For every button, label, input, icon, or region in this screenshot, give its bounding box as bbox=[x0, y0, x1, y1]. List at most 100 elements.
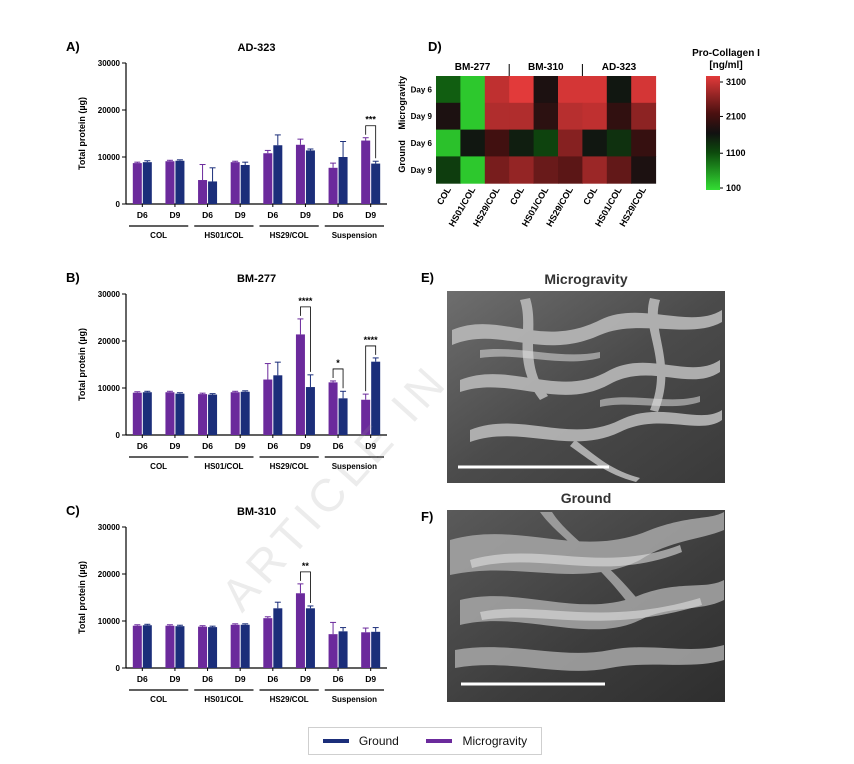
group-label: HS01/COL bbox=[204, 695, 243, 704]
bar-microgravity bbox=[230, 624, 240, 668]
bar-chart-bm-310: C) BM-310 0 10000 20000 30000 Total protein (µ… bbox=[66, 503, 387, 704]
heatmap-cell bbox=[436, 129, 461, 157]
bar-microgravity bbox=[295, 144, 305, 204]
bar-ground bbox=[305, 387, 315, 435]
y-tick-label: 20000 bbox=[98, 337, 121, 346]
panel-label-e: E) bbox=[421, 270, 434, 285]
heatmap-cell bbox=[484, 156, 510, 184]
significance-bracket bbox=[365, 345, 377, 392]
row-label: Day 6 bbox=[411, 139, 433, 148]
y-axis-label: Total protein (µg) bbox=[77, 561, 87, 634]
x-tick-label: D6 bbox=[137, 674, 148, 684]
panel-label-f: F) bbox=[421, 509, 433, 524]
y-tick-label: 20000 bbox=[98, 106, 121, 115]
x-tick-label: D6 bbox=[267, 210, 278, 220]
colorbar-tick-label: 100 bbox=[726, 183, 741, 193]
heatmap-cell bbox=[558, 129, 583, 157]
image-title-microgravity: Microgravity bbox=[544, 271, 627, 287]
bar-microgravity bbox=[165, 392, 175, 435]
heatmap-cell bbox=[631, 156, 657, 184]
group-label: COL bbox=[150, 462, 167, 471]
heatmap-cell bbox=[606, 102, 632, 131]
bar-ground bbox=[273, 375, 283, 435]
x-tick-label: D9 bbox=[235, 210, 246, 220]
y-axis-label: Total protein (µg) bbox=[77, 97, 87, 170]
bar-ground bbox=[305, 150, 315, 204]
colorbar-tick-label: 3100 bbox=[726, 77, 746, 87]
significance-label: * bbox=[336, 358, 340, 368]
significance-label: **** bbox=[364, 335, 379, 345]
bar-microgravity bbox=[198, 180, 208, 204]
heatmap-cell bbox=[533, 129, 559, 157]
y-tick-label: 30000 bbox=[98, 523, 121, 532]
x-tick-label: D6 bbox=[137, 441, 148, 451]
x-tick-label: D6 bbox=[333, 210, 344, 220]
heatmap-cell bbox=[436, 102, 461, 131]
bar-ground bbox=[371, 163, 381, 204]
heatmap-cell bbox=[631, 76, 657, 104]
bar-ground bbox=[175, 160, 185, 204]
panel-label-d: D) bbox=[428, 39, 442, 54]
heatmap-cell bbox=[484, 129, 510, 157]
bar-ground bbox=[305, 608, 315, 668]
x-tick-label: D6 bbox=[333, 674, 344, 684]
x-tick-label: D9 bbox=[300, 210, 311, 220]
heatmap-cell bbox=[558, 156, 583, 184]
row-group-label: Microgravity bbox=[397, 76, 407, 130]
bar-ground bbox=[273, 145, 283, 204]
x-tick-label: D6 bbox=[202, 441, 213, 451]
y-tick-label: 0 bbox=[116, 200, 121, 209]
bar-microgravity bbox=[263, 618, 273, 668]
heatmap-cell bbox=[606, 129, 632, 157]
x-tick-label: D9 bbox=[300, 674, 311, 684]
significance-bracket bbox=[332, 368, 344, 389]
heatmap-cell bbox=[631, 129, 657, 157]
bar-ground bbox=[338, 398, 348, 435]
bar-ground bbox=[142, 162, 152, 204]
panel-label: A) bbox=[66, 39, 80, 54]
heatmap-cell bbox=[582, 76, 608, 104]
legend-item-ground: Ground bbox=[322, 734, 399, 748]
heatmap-cell bbox=[606, 76, 632, 104]
x-tick-label: D9 bbox=[365, 441, 376, 451]
x-tick-label: D9 bbox=[235, 674, 246, 684]
x-tick-label: D6 bbox=[202, 210, 213, 220]
bar-microgravity bbox=[230, 162, 240, 204]
group-label: Suspension bbox=[332, 462, 377, 471]
row-group-label: Ground bbox=[397, 140, 407, 173]
bar-microgravity bbox=[328, 167, 338, 204]
x-tick-label: D9 bbox=[365, 210, 376, 220]
heatmap-cell bbox=[509, 129, 535, 157]
legend-label-microgravity: Microgravity bbox=[462, 734, 528, 748]
column-label: COL bbox=[435, 185, 453, 207]
y-tick-label: 20000 bbox=[98, 570, 121, 579]
significance-label: ** bbox=[302, 561, 310, 571]
colorbar-unit: [ng/ml] bbox=[709, 60, 742, 71]
panel-label: B) bbox=[66, 270, 80, 285]
bar-ground bbox=[338, 157, 348, 204]
y-tick-label: 10000 bbox=[98, 617, 121, 626]
legend-swatch-ground bbox=[322, 739, 349, 743]
x-tick-label: D9 bbox=[170, 674, 181, 684]
chart-title: BM-277 bbox=[237, 273, 276, 285]
sem-panel-microgravity: E) Microgravity bbox=[421, 270, 725, 483]
heatmap-cell bbox=[533, 156, 559, 184]
bar-microgravity bbox=[165, 625, 175, 668]
heatmap-cell bbox=[460, 156, 486, 184]
heatmap-cell bbox=[631, 102, 657, 131]
y-tick-label: 10000 bbox=[98, 153, 121, 162]
significance-label: *** bbox=[365, 115, 376, 125]
bar-microgravity bbox=[198, 626, 208, 668]
colorbar bbox=[706, 76, 720, 190]
heatmap-cell bbox=[533, 102, 559, 131]
x-tick-label: D6 bbox=[202, 674, 213, 684]
group-label: COL bbox=[150, 231, 167, 240]
bar-microgravity bbox=[263, 153, 273, 204]
legend: Ground Microgravity bbox=[308, 727, 542, 755]
significance-bracket bbox=[300, 306, 311, 372]
x-tick-label: D9 bbox=[235, 441, 246, 451]
bar-ground bbox=[142, 392, 152, 435]
bar-ground bbox=[240, 624, 250, 668]
bar-microgravity bbox=[328, 634, 338, 668]
